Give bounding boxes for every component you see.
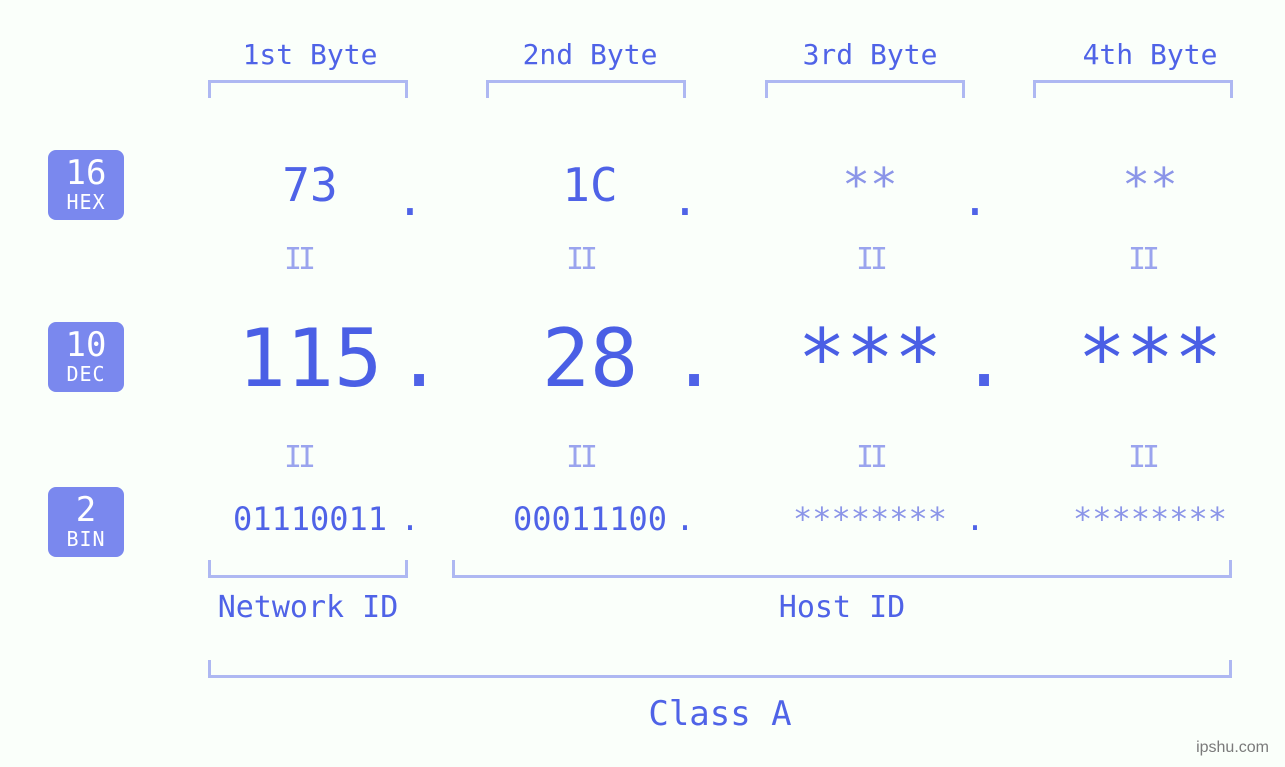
equals-mark: II — [560, 440, 600, 475]
bin-dot-separator: . — [960, 500, 990, 538]
base-badge-number: 10 — [48, 328, 124, 362]
byte-header-label: 4th Byte — [1050, 38, 1250, 71]
dec-dot-separator: . — [395, 312, 425, 405]
equals-mark: II — [560, 242, 600, 277]
bin-dot-separator: . — [670, 500, 700, 538]
hex-dot-separator: . — [960, 172, 990, 226]
byte-header-label: 3rd Byte — [770, 38, 970, 71]
base-badge-dec: 10DEC — [48, 322, 124, 392]
hex-byte-value: ** — [1020, 158, 1280, 212]
network-id-label: Network ID — [208, 590, 408, 625]
host-id-bracket — [452, 560, 1232, 578]
bin-dot-separator: . — [395, 500, 425, 538]
byte-header-label: 1st Byte — [210, 38, 410, 71]
network-id-bracket — [208, 560, 408, 578]
byte-top-bracket — [208, 80, 408, 98]
class-label: Class A — [208, 694, 1232, 734]
dec-dot-separator: . — [670, 312, 700, 405]
watermark-text: ipshu.com — [1196, 739, 1269, 757]
equals-mark: II — [850, 440, 890, 475]
equals-mark: II — [278, 242, 318, 277]
equals-mark: II — [278, 440, 318, 475]
base-badge-hex: 16HEX — [48, 150, 124, 220]
byte-top-bracket — [1033, 80, 1233, 98]
base-badge-label: BIN — [48, 529, 124, 549]
host-id-label: Host ID — [452, 590, 1232, 625]
class-bracket — [208, 660, 1232, 678]
hex-dot-separator: . — [670, 172, 700, 226]
dec-dot-separator: . — [960, 312, 990, 405]
equals-mark: II — [850, 242, 890, 277]
base-badge-number: 16 — [48, 156, 124, 190]
base-badge-label: DEC — [48, 364, 124, 384]
byte-top-bracket — [486, 80, 686, 98]
equals-mark: II — [1122, 242, 1162, 277]
dec-byte-value: *** — [1020, 312, 1280, 405]
equals-mark: II — [1122, 440, 1162, 475]
hex-dot-separator: . — [395, 172, 425, 226]
bin-byte-value: ******** — [1020, 500, 1280, 538]
byte-header-label: 2nd Byte — [490, 38, 690, 71]
base-badge-number: 2 — [48, 493, 124, 527]
base-badge-label: HEX — [48, 192, 124, 212]
base-badge-bin: 2BIN — [48, 487, 124, 557]
byte-top-bracket — [765, 80, 965, 98]
